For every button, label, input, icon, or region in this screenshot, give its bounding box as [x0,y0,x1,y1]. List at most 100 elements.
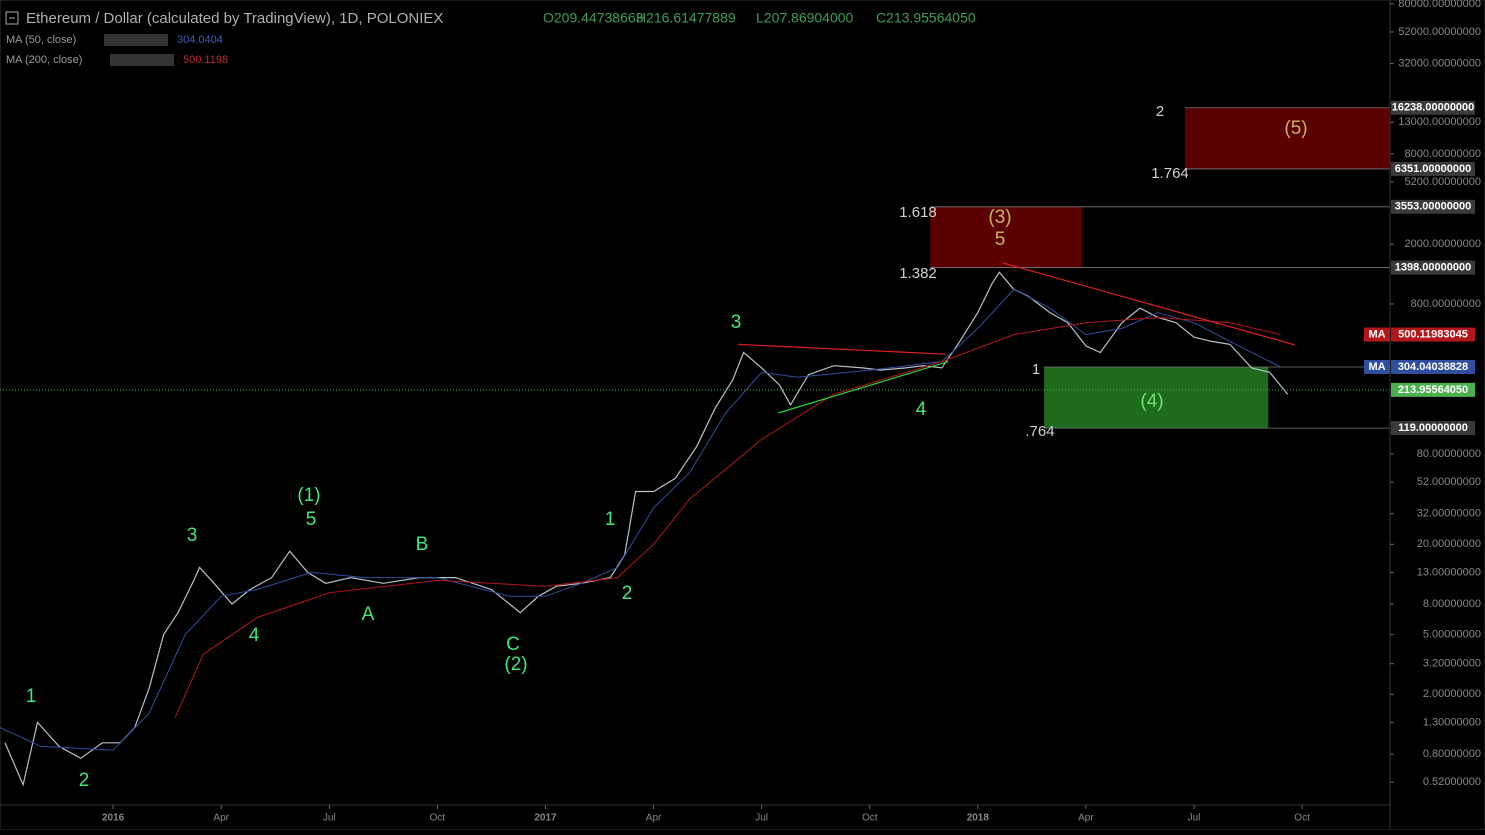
ma-tag: MA [1368,361,1385,373]
price-label-bg [1391,421,1475,436]
x-tick-label: Apr [213,813,229,824]
ma-tag-bg [1364,359,1390,374]
wave-label: (3) [988,207,1011,228]
price-label: 1398.00000000 [1395,261,1471,273]
y-tick-label: 8000.00000000 [1405,148,1481,160]
fib-label: 1.764 [1151,165,1189,182]
ma-tag: MA [1368,328,1385,340]
legend-ma50-value: 304.0404 [177,34,223,46]
y-tick-label: 5200.00000000 [1405,176,1481,188]
target-box [930,206,1083,268]
price-line [4,271,1289,787]
price-label: 500.11983045 [1398,328,1468,340]
legend-ma200-value: 500.1198 [183,54,228,66]
target-box [1184,107,1390,169]
wave-label: C [506,634,520,655]
y-tick-label: 80000.00000000 [1398,0,1481,10]
ohlc-close: C213.95564050 [876,10,976,26]
y-tick-label: 32000.00000000 [1398,57,1481,69]
symbol-title[interactable]: Ethereum / Dollar (calculated by Trading… [26,10,443,27]
wave-label: 3 [731,312,742,333]
y-tick-label: 2.00000000 [1423,688,1481,700]
legend-ma50[interactable]: MA (50, close) [6,34,76,46]
x-tick-label: Jul [1188,813,1201,824]
wave-label: 5 [306,509,317,530]
y-tick-label: 52.00000000 [1417,476,1481,488]
indicator-buttons[interactable] [110,54,174,66]
wave-label: 4 [916,399,927,420]
target-box [1044,366,1269,429]
price-label: 213.95564050 [1398,384,1468,396]
x-tick-label: 2017 [534,813,557,824]
wave-label: A [362,604,375,625]
y-tick-label: 80.00000000 [1417,448,1481,460]
x-tick-label: Jul [323,813,336,824]
price-label: 3553.00000000 [1395,201,1471,213]
y-tick-label: 800.00000000 [1411,298,1481,310]
y-tick-label: 32.00000000 [1417,508,1481,520]
wave-label: (2) [504,654,527,675]
wave-label: 2 [79,770,90,791]
wave-label: 1 [26,686,37,707]
wave-label: (1) [297,485,320,506]
y-tick-label: 0.52000000 [1423,776,1481,788]
x-tick-label: Jul [755,813,768,824]
trendline [1002,262,1296,346]
price-label-bg [1391,199,1475,214]
wave-label: B [416,534,429,555]
price-label: 16238.00000000 [1392,102,1475,114]
annotations: 1 2 3 4 (1) 5 A B C (2) 1 2 3 4 (3) 5 (4… [26,103,1308,791]
wave-label: 4 [249,625,260,646]
legend-ma200[interactable]: MA (200, close) [6,54,82,66]
x-tick-label: 2018 [967,813,990,824]
x-axis [0,804,1391,831]
moving-average [0,288,1281,751]
wave-label: 3 [187,525,198,546]
y-tick-label: 0.80000000 [1423,748,1481,760]
trendline [778,361,949,414]
wave-label: 5 [995,229,1006,250]
x-tick-label: Apr [646,813,662,824]
moving-average [174,316,1281,718]
x-tick-label: Oct [1294,813,1310,824]
wave-label: (5) [1284,118,1307,139]
wave-label: 2 [622,583,633,604]
fib-label: 1.382 [899,265,937,282]
y-tick-label: 52000.00000000 [1398,26,1481,38]
price-label: 119.00000000 [1398,422,1468,434]
ohlc-low: L207.86904000 [756,10,854,26]
y-tick-label: 20.00000000 [1417,538,1481,550]
header: Ethereum / Dollar (calculated by Trading… [5,10,976,66]
trendline [738,343,946,355]
fib-label: 1.618 [899,204,937,221]
ohlc-open: O209.44738663 [543,10,644,26]
price-label-bg [1391,260,1475,275]
y-tick-label: 13.00000000 [1417,566,1481,578]
fib-label: .764 [1025,423,1054,440]
fib-label: 1 [1032,361,1040,378]
y-axis [1389,0,1485,831]
fib-label: 2 [1156,103,1164,120]
collapse-icon[interactable] [5,11,19,25]
indicator-buttons[interactable] [104,34,168,46]
x-tick-label: 2016 [102,813,125,824]
price-label-bg [1391,359,1475,374]
wave-label: (4) [1140,391,1163,412]
x-tick-label: Oct [862,813,878,824]
price-label-bg [1391,327,1475,342]
price-label: 304.04038828 [1398,361,1468,373]
y-tick-label: 5.00000000 [1423,629,1481,641]
y-tick-label: 3.20000000 [1423,658,1481,670]
y-tick-label: 1.30000000 [1423,716,1481,728]
plot [0,107,1390,787]
y-tick-label: 2000.00000000 [1405,238,1481,250]
ohlc-high: H216.61477889 [636,10,736,26]
price-label-bg [1391,382,1475,397]
x-tick-label: Oct [430,813,446,824]
y-tick-label: 13000.00000000 [1398,116,1481,128]
price-label: 6351.00000000 [1395,163,1471,175]
x-tick-label: Apr [1078,813,1094,824]
price-label-bg [1391,161,1475,176]
y-tick-label: 8.00000000 [1423,598,1481,610]
